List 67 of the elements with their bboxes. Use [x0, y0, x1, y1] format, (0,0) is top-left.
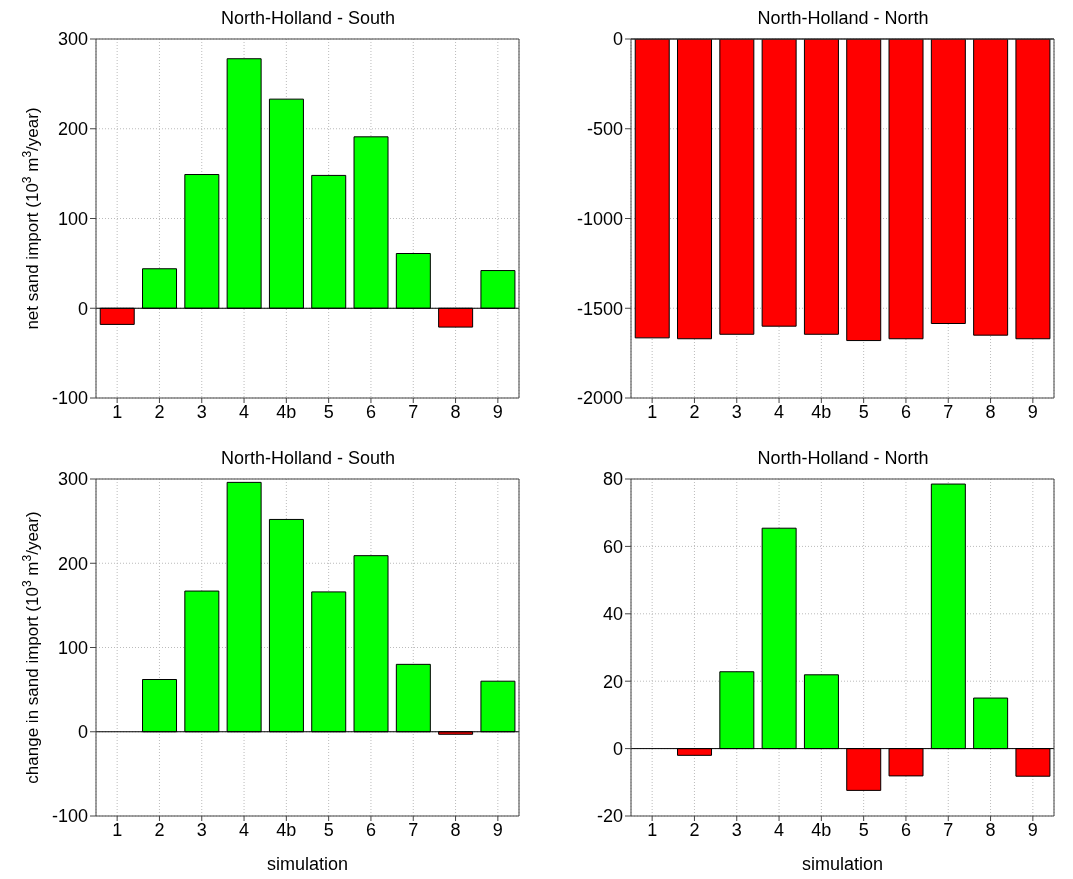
y-tick-label: -500: [586, 119, 623, 140]
x-tick-label: 7: [408, 819, 419, 840]
x-tick-label: 5: [858, 401, 869, 422]
x-tick-label: 7: [943, 401, 954, 422]
y-tick-label: 0: [612, 29, 623, 50]
y-tick-label: 200: [57, 119, 88, 140]
y-tick-label: -100: [51, 388, 88, 409]
y-tick-label: -1500: [576, 298, 623, 319]
x-tick-label: 1: [112, 401, 123, 422]
chart-title: North-Holland - South: [220, 8, 396, 28]
x-tick-label: 3: [731, 401, 742, 422]
x-tick-label: 4b: [811, 819, 832, 840]
x-tick-label: 1: [112, 819, 123, 840]
y-tick-label: -20: [596, 806, 623, 827]
y-tick-label: 40: [602, 604, 623, 625]
x-tick-label: 8: [985, 819, 996, 840]
x-tick-label: 6: [900, 819, 911, 840]
y-tick-label: 300: [57, 469, 88, 490]
chart-title: North-Holland - South: [220, 448, 396, 468]
x-tick-label: 9: [1027, 401, 1038, 422]
x-tick-label: 4: [239, 819, 250, 840]
x-tick-label: 2: [689, 819, 700, 840]
y-tick-label: -2000: [576, 388, 623, 409]
y-tick-label: -1000: [576, 208, 623, 229]
x-tick-label: 9: [492, 819, 503, 840]
y-tick-label: -100: [51, 806, 88, 827]
y-tick-label: 100: [57, 637, 88, 658]
x-tick-label: 6: [365, 819, 376, 840]
x-tick-label: 1: [647, 819, 658, 840]
x-tick-label: 8: [450, 819, 461, 840]
y-tick-label: 200: [57, 553, 88, 574]
y-tick-label: 60: [602, 536, 623, 557]
x-tick-label: 8: [985, 401, 996, 422]
y-tick-label: 300: [57, 29, 88, 50]
y-tick-label: 0: [77, 722, 88, 743]
y-tick-label: 80: [602, 469, 623, 490]
x-tick-label: 1: [647, 401, 658, 422]
y-tick-label: 0: [77, 298, 88, 319]
x-tick-label: 4: [774, 401, 785, 422]
x-tick-label: 7: [943, 819, 954, 840]
y-tick-label: 100: [57, 208, 88, 229]
x-tick-label: 9: [492, 401, 503, 422]
x-tick-label: 4b: [276, 819, 297, 840]
x-tick-label: 2: [154, 819, 165, 840]
chart-title: North-Holland - North: [757, 448, 929, 468]
y-tick-label: 0: [612, 738, 623, 759]
x-tick-label: 3: [196, 401, 207, 422]
x-tick-label: 8: [450, 401, 461, 422]
x-tick-label: 5: [323, 819, 334, 840]
x-tick-label: 3: [196, 819, 207, 840]
chart-title: North-Holland - North: [757, 8, 929, 28]
x-tick-label: 5: [323, 401, 334, 422]
x-tick-label: 2: [689, 401, 700, 422]
x-tick-label: 4: [239, 401, 250, 422]
x-tick-label: 6: [900, 401, 911, 422]
x-tick-label: 4: [774, 819, 785, 840]
x-tick-label: 4b: [276, 401, 297, 422]
x-tick-label: 6: [365, 401, 376, 422]
x-tick-label: 5: [858, 819, 869, 840]
x-tick-label: 4b: [811, 401, 832, 422]
x-tick-label: 2: [154, 401, 165, 422]
y-tick-label: 20: [602, 671, 623, 692]
x-axis-title: simulation: [801, 854, 884, 874]
x-tick-label: 9: [1027, 819, 1038, 840]
x-tick-label: 7: [408, 401, 419, 422]
x-tick-label: 3: [731, 819, 742, 840]
x-axis-title: simulation: [266, 854, 349, 874]
